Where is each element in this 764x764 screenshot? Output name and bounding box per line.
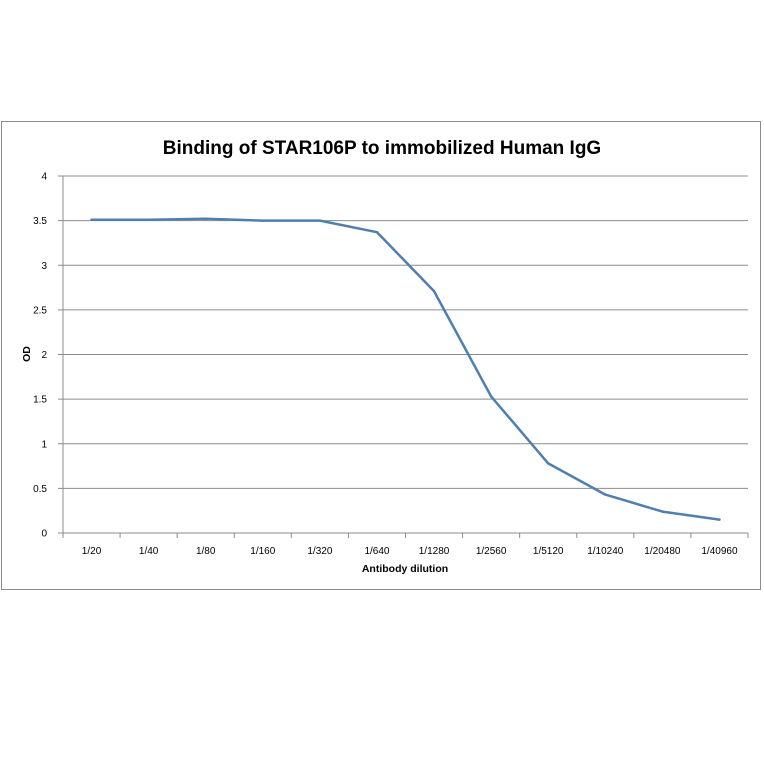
x-tick-label: 1/40 bbox=[139, 546, 159, 557]
x-tick-label: 1/5120 bbox=[533, 546, 564, 557]
data-point bbox=[547, 462, 550, 465]
data-point bbox=[261, 219, 264, 222]
y-tick-label: 2.5 bbox=[33, 305, 47, 316]
data-point bbox=[204, 217, 207, 221]
data-point bbox=[718, 518, 721, 521]
series-layer bbox=[90, 217, 721, 521]
x-tick-label: 1/160 bbox=[250, 546, 275, 557]
chart-title: Binding of STAR106P to immobilized Human… bbox=[163, 138, 601, 159]
y-tick-label: 2 bbox=[41, 350, 47, 361]
y-tick-label: 1.5 bbox=[33, 395, 47, 406]
data-point bbox=[147, 218, 150, 221]
x-tick-label: 1/20 bbox=[82, 546, 102, 557]
data-point bbox=[661, 510, 664, 513]
data-point bbox=[375, 231, 379, 234]
y-tick-label: 0 bbox=[41, 529, 47, 540]
y-tick-label: 0.5 bbox=[33, 484, 47, 495]
x-tick-label: 1/640 bbox=[364, 546, 389, 557]
y-tick-label: 1 bbox=[41, 439, 47, 450]
x-tick-label: 1/320 bbox=[307, 546, 332, 557]
x-tick-label: 1/40960 bbox=[701, 546, 738, 557]
y-tick-label: 3.5 bbox=[33, 216, 47, 227]
grid-lines bbox=[63, 175, 748, 489]
x-tick-labels: 1/20 1/40 1/80 1/160 1/320 1/640 1/1280 1/2560 1… bbox=[82, 546, 738, 557]
x-tick-label: 1/20480 bbox=[644, 546, 681, 557]
data-point bbox=[90, 218, 93, 221]
x-tick-label: 1/10240 bbox=[587, 546, 624, 557]
y-axis-label: OD bbox=[21, 346, 33, 362]
x-tick-label: 1/2560 bbox=[476, 546, 507, 557]
series-line bbox=[90, 217, 721, 521]
y-tick-label: 3 bbox=[41, 261, 47, 272]
chart-frame bbox=[1, 121, 761, 590]
y-tick-labels: 0 0.5 1 1.5 2 2.5 3 3.5 4 bbox=[33, 172, 47, 540]
axes bbox=[58, 175, 749, 538]
data-point bbox=[604, 493, 607, 496]
data-point bbox=[432, 289, 436, 293]
x-tick-label: 1/80 bbox=[196, 546, 216, 557]
data-point bbox=[489, 395, 493, 398]
x-axis-label: Antibody dilution bbox=[362, 563, 448, 575]
x-tick-label: 1/1280 bbox=[419, 546, 450, 557]
data-point bbox=[318, 219, 322, 222]
y-tick-label: 4 bbox=[41, 172, 47, 183]
